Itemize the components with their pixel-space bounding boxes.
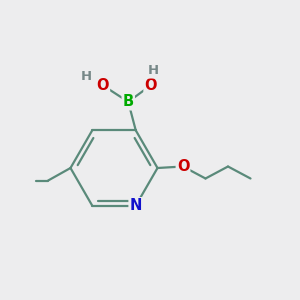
Text: N: N <box>130 198 142 213</box>
Text: H: H <box>148 64 159 77</box>
Text: H: H <box>81 70 92 83</box>
Text: O: O <box>177 159 189 174</box>
Text: O: O <box>145 78 157 93</box>
Text: O: O <box>97 78 109 93</box>
Text: B: B <box>123 94 134 109</box>
